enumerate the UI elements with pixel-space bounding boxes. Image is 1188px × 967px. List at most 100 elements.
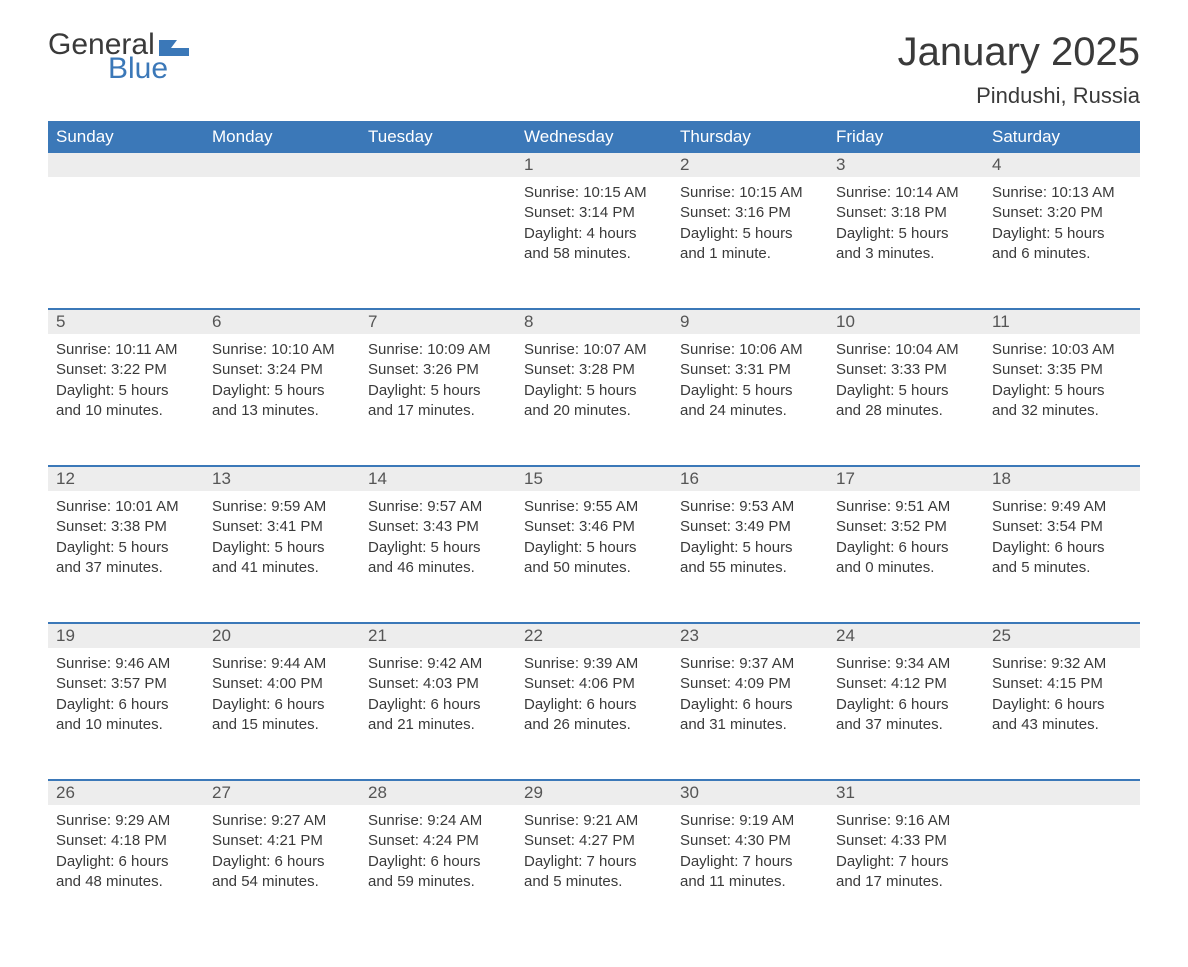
sunrise-line: Sunrise: 10:03 AM	[992, 340, 1132, 360]
day-cell: Sunrise: 10:07 AMSunset: 3:28 PMDaylight…	[516, 334, 672, 466]
day-cell: Sunrise: 9:27 AMSunset: 4:21 PMDaylight:…	[204, 805, 360, 937]
day-number-cell: 3	[828, 153, 984, 177]
sunset-line: Sunset: 3:54 PM	[992, 517, 1132, 537]
sunset-line: Sunset: 3:14 PM	[524, 203, 664, 223]
sunrise-line: Sunrise: 9:37 AM	[680, 654, 820, 674]
day-number-cell: 8	[516, 309, 672, 334]
day-number-cell: 6	[204, 309, 360, 334]
day-cell: Sunrise: 9:55 AMSunset: 3:46 PMDaylight:…	[516, 491, 672, 623]
day-number-cell: 12	[48, 466, 204, 491]
sunrise-line: Sunrise: 9:59 AM	[212, 497, 352, 517]
daylight-line-2: and 24 minutes.	[680, 401, 820, 421]
day-cell: Sunrise: 9:53 AMSunset: 3:49 PMDaylight:…	[672, 491, 828, 623]
page-header: General Blue January 2025 Pindushi, Russ…	[48, 30, 1140, 109]
sunset-line: Sunset: 4:12 PM	[836, 674, 976, 694]
day-number-cell: 9	[672, 309, 828, 334]
sunset-line: Sunset: 3:49 PM	[680, 517, 820, 537]
day-number-cell: 26	[48, 780, 204, 805]
day-number-cell: 5	[48, 309, 204, 334]
day-number-cell	[48, 153, 204, 177]
sunrise-line: Sunrise: 9:24 AM	[368, 811, 508, 831]
sunset-line: Sunset: 4:09 PM	[680, 674, 820, 694]
daylight-line-2: and 1 minute.	[680, 244, 820, 264]
daylight-line-2: and 55 minutes.	[680, 558, 820, 578]
daynum-row: 567891011	[48, 309, 1140, 334]
daylight-line-1: Daylight: 5 hours	[368, 381, 508, 401]
daylight-line-1: Daylight: 5 hours	[56, 381, 196, 401]
daylight-line-2: and 54 minutes.	[212, 872, 352, 892]
sunrise-line: Sunrise: 9:51 AM	[836, 497, 976, 517]
sunset-line: Sunset: 3:46 PM	[524, 517, 664, 537]
sunrise-line: Sunrise: 9:46 AM	[56, 654, 196, 674]
sunset-line: Sunset: 4:06 PM	[524, 674, 664, 694]
day-cell-body: Sunrise: 10:07 AMSunset: 3:28 PMDaylight…	[516, 334, 672, 433]
day-cell: Sunrise: 9:46 AMSunset: 3:57 PMDaylight:…	[48, 648, 204, 780]
daylight-line-1: Daylight: 6 hours	[836, 695, 976, 715]
day-cell: Sunrise: 10:10 AMSunset: 3:24 PMDaylight…	[204, 334, 360, 466]
daylight-line-1: Daylight: 5 hours	[524, 381, 664, 401]
sunrise-line: Sunrise: 10:11 AM	[56, 340, 196, 360]
sunset-line: Sunset: 3:33 PM	[836, 360, 976, 380]
day-cell: Sunrise: 10:06 AMSunset: 3:31 PMDaylight…	[672, 334, 828, 466]
day-header: Tuesday	[360, 121, 516, 153]
daylight-line-2: and 3 minutes.	[836, 244, 976, 264]
sunrise-line: Sunrise: 9:42 AM	[368, 654, 508, 674]
sunrise-line: Sunrise: 9:19 AM	[680, 811, 820, 831]
month-title: January 2025	[898, 30, 1140, 75]
day-number-cell	[984, 780, 1140, 805]
sunrise-line: Sunrise: 9:49 AM	[992, 497, 1132, 517]
sunrise-line: Sunrise: 10:04 AM	[836, 340, 976, 360]
daylight-line-2: and 37 minutes.	[56, 558, 196, 578]
sunset-line: Sunset: 3:35 PM	[992, 360, 1132, 380]
daylight-line-1: Daylight: 5 hours	[680, 538, 820, 558]
daylight-line-2: and 48 minutes.	[56, 872, 196, 892]
day-cell: Sunrise: 9:42 AMSunset: 4:03 PMDaylight:…	[360, 648, 516, 780]
daylight-line-1: Daylight: 7 hours	[680, 852, 820, 872]
day-number-cell: 22	[516, 623, 672, 648]
day-cell-body: Sunrise: 9:42 AMSunset: 4:03 PMDaylight:…	[360, 648, 516, 747]
daylight-line-1: Daylight: 4 hours	[524, 224, 664, 244]
day-cell: Sunrise: 9:57 AMSunset: 3:43 PMDaylight:…	[360, 491, 516, 623]
day-cell: Sunrise: 9:16 AMSunset: 4:33 PMDaylight:…	[828, 805, 984, 937]
daylight-line-2: and 32 minutes.	[992, 401, 1132, 421]
daylight-line-1: Daylight: 5 hours	[212, 538, 352, 558]
day-number-cell: 31	[828, 780, 984, 805]
sunset-line: Sunset: 4:18 PM	[56, 831, 196, 851]
day-header: Thursday	[672, 121, 828, 153]
daylight-line-2: and 5 minutes.	[524, 872, 664, 892]
daylight-line-2: and 6 minutes.	[992, 244, 1132, 264]
day-number-cell: 1	[516, 153, 672, 177]
sunset-line: Sunset: 4:30 PM	[680, 831, 820, 851]
day-number-cell: 28	[360, 780, 516, 805]
day-cell: Sunrise: 10:09 AMSunset: 3:26 PMDaylight…	[360, 334, 516, 466]
day-cell-body: Sunrise: 10:10 AMSunset: 3:24 PMDaylight…	[204, 334, 360, 433]
sunset-line: Sunset: 4:00 PM	[212, 674, 352, 694]
day-cell-body: Sunrise: 9:16 AMSunset: 4:33 PMDaylight:…	[828, 805, 984, 904]
daylight-line-1: Daylight: 5 hours	[680, 224, 820, 244]
day-header: Wednesday	[516, 121, 672, 153]
day-cell: Sunrise: 9:37 AMSunset: 4:09 PMDaylight:…	[672, 648, 828, 780]
day-cell-body: Sunrise: 9:24 AMSunset: 4:24 PMDaylight:…	[360, 805, 516, 904]
daylight-line-2: and 31 minutes.	[680, 715, 820, 735]
day-cell: Sunrise: 9:32 AMSunset: 4:15 PMDaylight:…	[984, 648, 1140, 780]
day-cell	[984, 805, 1140, 937]
day-header: Monday	[204, 121, 360, 153]
daylight-line-1: Daylight: 5 hours	[992, 224, 1132, 244]
day-number-cell: 13	[204, 466, 360, 491]
sunrise-line: Sunrise: 9:34 AM	[836, 654, 976, 674]
day-number-cell	[360, 153, 516, 177]
day-cell-body: Sunrise: 10:09 AMSunset: 3:26 PMDaylight…	[360, 334, 516, 433]
day-cell: Sunrise: 9:39 AMSunset: 4:06 PMDaylight:…	[516, 648, 672, 780]
daylight-line-2: and 26 minutes.	[524, 715, 664, 735]
daylight-line-1: Daylight: 6 hours	[992, 695, 1132, 715]
sunrise-line: Sunrise: 9:44 AM	[212, 654, 352, 674]
daylight-line-2: and 58 minutes.	[524, 244, 664, 264]
day-cell: Sunrise: 9:51 AMSunset: 3:52 PMDaylight:…	[828, 491, 984, 623]
daylight-line-1: Daylight: 6 hours	[680, 695, 820, 715]
day-cell: Sunrise: 10:15 AMSunset: 3:16 PMDaylight…	[672, 177, 828, 309]
sunset-line: Sunset: 4:33 PM	[836, 831, 976, 851]
sunrise-line: Sunrise: 10:07 AM	[524, 340, 664, 360]
sunset-line: Sunset: 3:52 PM	[836, 517, 976, 537]
daylight-line-2: and 17 minutes.	[836, 872, 976, 892]
daylight-line-2: and 10 minutes.	[56, 715, 196, 735]
